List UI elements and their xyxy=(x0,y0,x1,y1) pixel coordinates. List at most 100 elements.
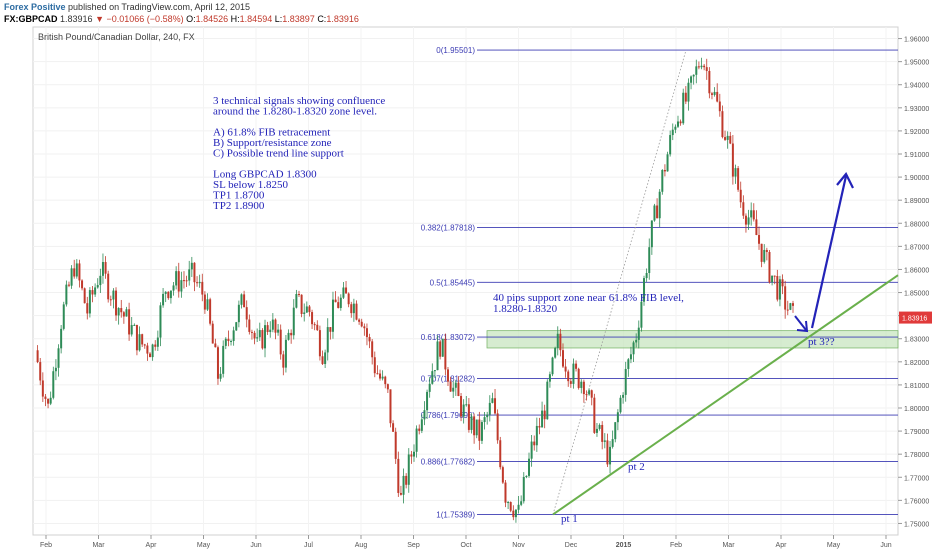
candle-body xyxy=(250,331,253,333)
candle-body xyxy=(700,65,703,68)
x-tick-label: Sep xyxy=(407,542,420,549)
candle-body xyxy=(470,416,473,430)
candle-body xyxy=(616,412,619,423)
candle-body xyxy=(266,325,269,333)
candle-body xyxy=(758,235,761,244)
candle-body xyxy=(538,425,541,428)
open-label: O: xyxy=(186,14,196,24)
candle-body xyxy=(389,389,392,424)
candle-body xyxy=(724,137,727,140)
candle-body xyxy=(687,82,690,102)
candle-body xyxy=(776,276,779,300)
candle-body xyxy=(676,121,679,127)
candle-body xyxy=(376,373,379,375)
y-tick-label: 1.78000 xyxy=(904,452,929,459)
candle-body xyxy=(86,303,89,314)
candle-body xyxy=(595,428,598,433)
price-tag xyxy=(899,311,932,324)
candle-body xyxy=(755,219,758,236)
annotation-line: TP1 1.8700 xyxy=(213,190,265,202)
candle-body xyxy=(517,504,520,510)
candle-body xyxy=(554,347,557,358)
y-tick-label: 1.77000 xyxy=(904,475,929,482)
candle-body xyxy=(650,220,653,248)
candle-body xyxy=(235,322,238,331)
candle-body xyxy=(491,398,494,403)
x-tick-label: Mar xyxy=(722,542,735,549)
candle-body xyxy=(601,424,604,442)
candle-body xyxy=(117,308,120,316)
candle-body xyxy=(624,368,627,395)
candle-body xyxy=(731,143,734,177)
candle-body xyxy=(49,397,52,404)
y-tick-label: 1.94000 xyxy=(904,83,929,90)
annotation-line: 3 technical signals showing confluence xyxy=(213,95,385,107)
y-tick-label: 1.87000 xyxy=(904,244,929,251)
fib-level-label: 0.5(1.85445) xyxy=(430,278,476,287)
candle-body xyxy=(308,306,311,313)
candle-body xyxy=(718,101,721,112)
candle-body xyxy=(334,299,337,303)
fib-level-label: 0.382(1.87818) xyxy=(421,223,476,232)
candle-body xyxy=(635,339,638,343)
x-tick-label: Jun xyxy=(880,542,891,549)
candle-body xyxy=(726,135,729,140)
candle-body xyxy=(365,328,368,338)
candle-body xyxy=(541,410,544,428)
chart-header: Forex Positive published on TradingView.… xyxy=(0,0,932,26)
candle-body xyxy=(512,510,515,518)
candle-body xyxy=(392,423,395,432)
candle-body xyxy=(300,294,303,314)
candle-body xyxy=(256,337,259,339)
candle-body xyxy=(109,299,112,301)
candle-body xyxy=(99,275,102,286)
y-tick-label: 1.76000 xyxy=(904,498,929,505)
candle-body xyxy=(394,431,397,459)
y-tick-label: 1.92000 xyxy=(904,129,929,136)
candle-body xyxy=(264,325,267,349)
candle-body xyxy=(742,202,745,216)
candle-body xyxy=(494,398,497,414)
candle-body xyxy=(457,382,460,397)
candle-body xyxy=(65,284,68,305)
candle-body xyxy=(653,205,656,221)
candle-body xyxy=(41,380,44,397)
candle-body xyxy=(710,93,713,95)
candle-body xyxy=(423,410,426,420)
candle-body xyxy=(778,279,781,300)
y-tick-label: 1.90000 xyxy=(904,175,929,182)
candle-body xyxy=(695,66,698,75)
open-value: 1.84526 xyxy=(195,14,229,24)
annotation-line: B) Support/resistance zone xyxy=(213,137,332,149)
candle-body xyxy=(535,425,538,446)
candle-body xyxy=(81,280,84,289)
x-tick-label: Jul xyxy=(304,542,313,549)
candle-body xyxy=(104,262,107,274)
author-link[interactable]: Forex Positive xyxy=(4,2,66,12)
x-tick-label: Feb xyxy=(670,542,682,549)
candle-body xyxy=(669,135,672,155)
y-tick-label: 1.95000 xyxy=(904,60,929,67)
candle-body xyxy=(452,387,455,392)
candle-body xyxy=(52,371,55,398)
candle-body xyxy=(138,334,141,351)
candle-body xyxy=(460,396,463,417)
candle-body xyxy=(462,404,465,417)
symbol-name[interactable]: FX:GBPCAD xyxy=(4,14,58,24)
candle-body xyxy=(120,308,123,313)
candle-body xyxy=(441,338,444,357)
candle-body xyxy=(627,359,630,369)
candle-body xyxy=(598,424,601,429)
candle-body xyxy=(88,290,91,314)
candle-body xyxy=(658,191,661,219)
candle-body xyxy=(175,271,178,286)
candle-body xyxy=(763,249,766,262)
candle-body xyxy=(760,243,763,262)
candle-body xyxy=(73,268,76,277)
pt3-label: pt 3?? xyxy=(808,336,835,348)
candle-body xyxy=(428,383,431,392)
trendline[interactable] xyxy=(552,274,899,516)
x-tick-label: Jun xyxy=(250,542,261,549)
close-value: 1.83916 xyxy=(326,14,359,24)
